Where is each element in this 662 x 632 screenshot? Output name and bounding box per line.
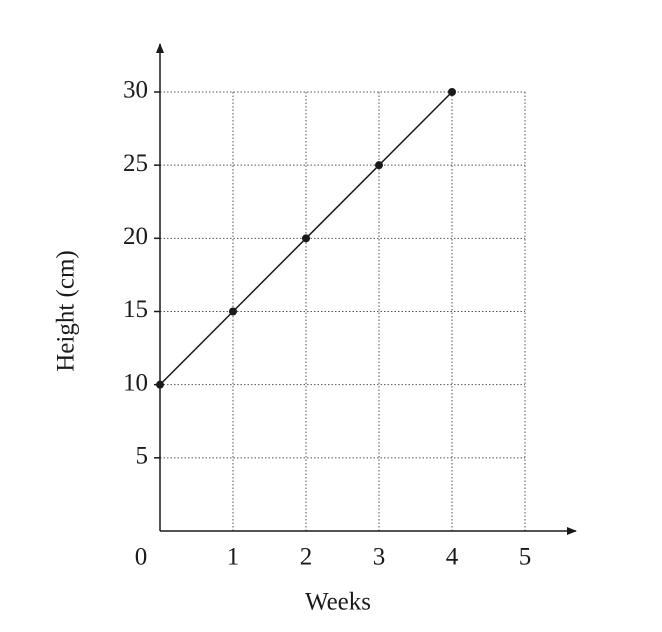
- x-tick-label: 1: [227, 544, 240, 571]
- y-tick-label: 10: [123, 369, 148, 396]
- y-tick-label: 25: [123, 150, 148, 177]
- x-tick-label: 5: [519, 544, 532, 571]
- y-tick-label: 5: [136, 443, 149, 470]
- x-tick-label: 2: [300, 544, 313, 571]
- y-tick-label: 15: [123, 296, 148, 323]
- point: [156, 380, 164, 389]
- x-tick-label: 4: [446, 544, 459, 571]
- x-tick-label: 3: [373, 544, 386, 571]
- x-tick-label: 0: [135, 544, 148, 571]
- point: [302, 234, 310, 243]
- point: [375, 161, 383, 170]
- y-axis-label: Height (cm): [53, 250, 80, 371]
- point: [229, 307, 237, 316]
- y-tick-label: 30: [123, 77, 148, 104]
- y-tick-label: 20: [123, 223, 148, 250]
- point: [448, 88, 456, 96]
- grid: [160, 91, 526, 531]
- x-axis-label: Weeks: [305, 589, 371, 616]
